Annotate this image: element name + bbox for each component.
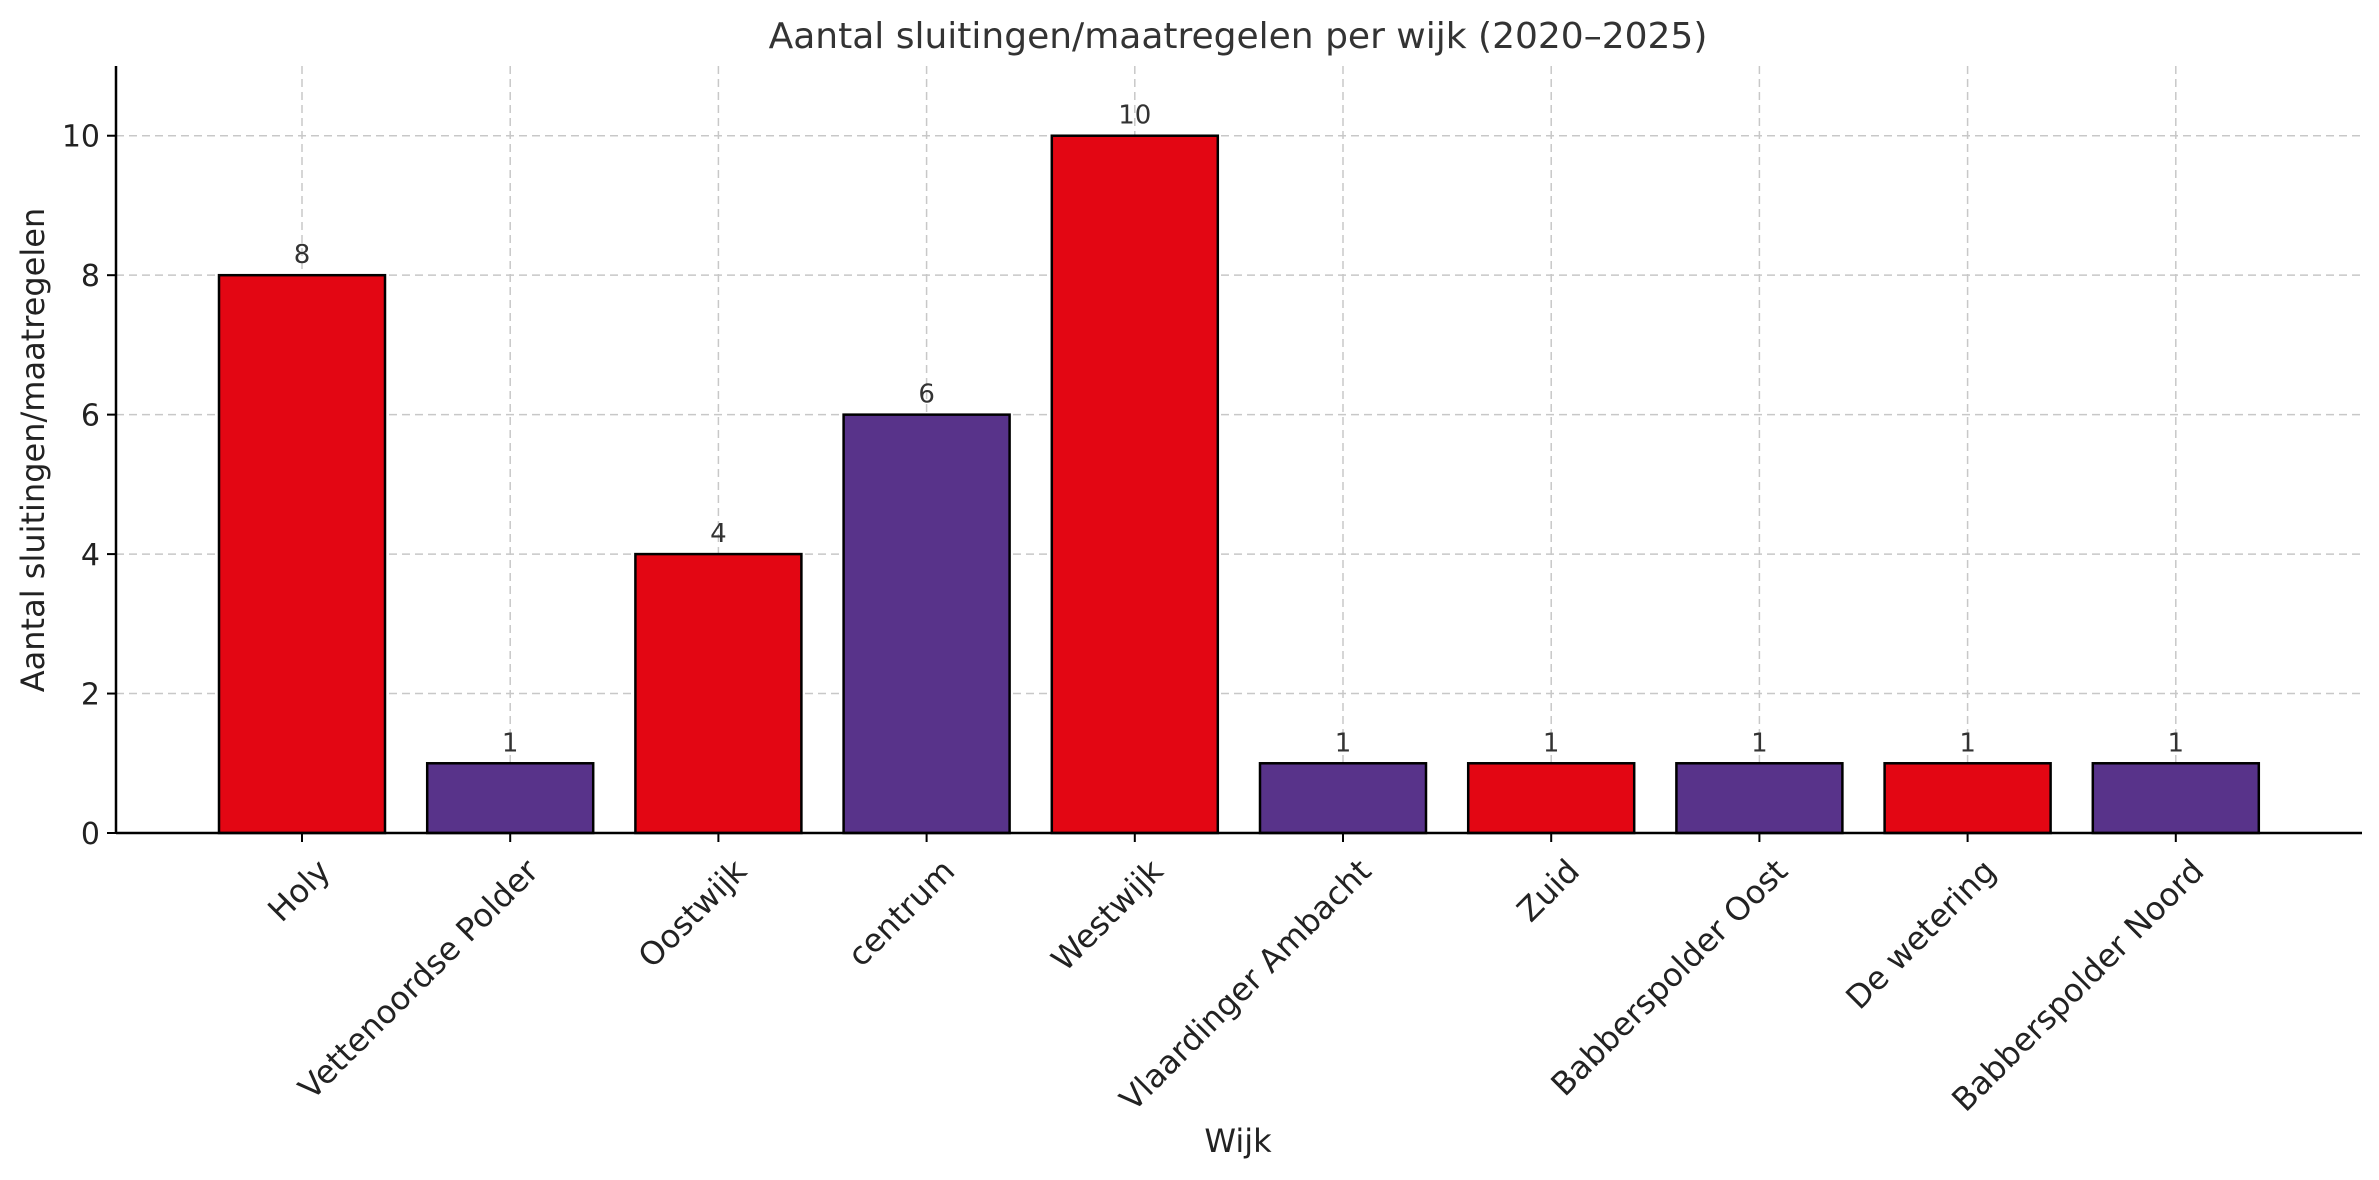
y-ticks: 0 2 4 6 8 10 [62,120,116,852]
y-tick-label: 10 [62,120,100,155]
data-label: 1 [1751,728,1768,758]
y-tick-label: 8 [81,259,100,294]
data-label: 6 [918,380,935,410]
chart-title: Aantal sluitingen/maatregelen per wijk (… [769,16,1708,57]
y-tick-label: 6 [81,399,100,434]
data-label: 1 [2168,728,2185,758]
bar [634,552,803,835]
grid-lines [116,66,2362,834]
category-label: Oostwijk [631,851,755,975]
y-tick-label: 4 [81,538,100,573]
bar [1675,762,1844,835]
bars [217,134,2261,835]
data-labels: 8 1 4 6 10 1 1 1 1 1 [294,101,2184,759]
bar [1258,762,1428,835]
data-label: 8 [294,240,311,270]
data-label: 1 [1543,728,1560,758]
bar [842,413,1011,835]
category-label: Westwijk [1044,851,1171,978]
bar [2091,762,2261,835]
category-label: Holy [260,852,337,929]
axes [114,66,2362,835]
data-label: 1 [1335,728,1352,758]
category-label: Vettenoordse Polder [291,851,547,1107]
data-label: 4 [710,519,727,549]
bar [1883,762,2052,835]
y-tick-label: 2 [81,678,100,713]
bar [1050,134,1220,835]
category-label: centrum [840,852,962,974]
data-label: 10 [1118,101,1151,131]
category-label: De wetering [1838,852,2003,1017]
bar [1466,762,1636,835]
y-axis-label: Aantal sluitingen/maatregelen [14,208,52,692]
y-tick-label: 0 [81,817,100,852]
bar [425,762,595,835]
data-label: 1 [1959,728,1976,758]
category-label: Zuid [1509,852,1586,929]
category-label: Babberspolder Oost [1543,852,1795,1104]
data-label: 1 [502,728,519,758]
x-axis-label: Wijk [1204,1122,1272,1160]
bar [217,273,387,835]
